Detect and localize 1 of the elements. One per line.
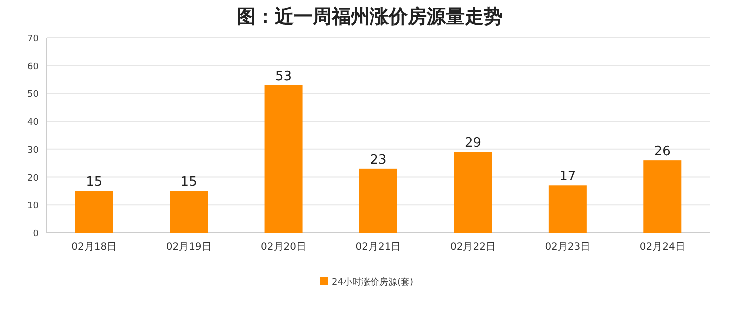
title: 图：近一周福州涨价房源量走势 (237, 6, 503, 28)
